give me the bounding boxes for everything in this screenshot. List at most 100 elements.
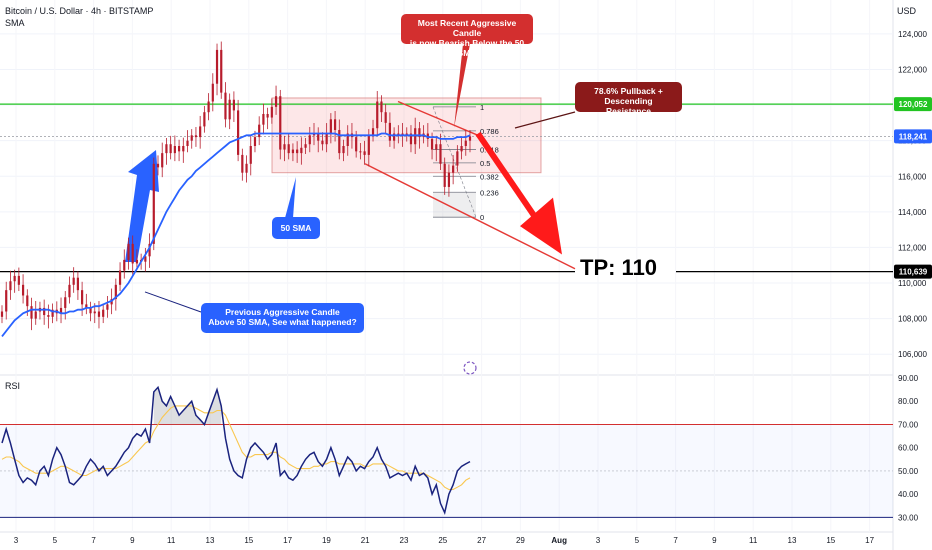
take-profit-label: TP: 110 — [580, 255, 658, 280]
fib-level-label: 1 — [480, 103, 484, 112]
rsi-tick-label: 40.00 — [898, 490, 919, 499]
candle-body — [241, 154, 244, 173]
candle-body — [414, 128, 417, 145]
candle-body — [51, 309, 54, 317]
price-tick-label: 110,000 — [898, 279, 927, 288]
candle-body — [266, 113, 269, 118]
time-tick-label: Aug — [551, 536, 567, 545]
bearish-arrow-head — [520, 197, 562, 255]
rsi-tick-label: 60.00 — [898, 444, 919, 453]
candle-body — [232, 99, 235, 111]
candle-body — [380, 101, 383, 113]
candle-body — [118, 270, 122, 285]
candle-body — [317, 133, 320, 141]
time-tick-label: 3 — [14, 536, 19, 545]
candle-body — [43, 307, 46, 316]
candle-body — [207, 101, 210, 113]
rsi-tick-label: 90.00 — [898, 374, 919, 383]
time-tick-label: 7 — [91, 536, 96, 545]
candle-body — [76, 277, 79, 291]
candle-body — [47, 315, 50, 317]
candle-body — [182, 146, 185, 152]
rsi-path — [1, 385, 471, 516]
price-label-text: 120,052 — [899, 100, 928, 109]
time-tick-label: 15 — [826, 536, 835, 545]
candle-body — [397, 133, 400, 135]
price-label-text: 110,639 — [899, 268, 928, 277]
candle-body — [13, 275, 16, 282]
candle-body — [72, 277, 75, 285]
candle-body — [300, 147, 303, 154]
currency-label[interactable]: USD — [897, 6, 917, 16]
candle-body — [169, 144, 172, 154]
candle-body — [249, 146, 252, 164]
candle-body — [85, 304, 88, 308]
price-tick-label: 122,000 — [898, 65, 927, 74]
axes: 106,000 108,000 110,000 112,000 114,000 116,0… — [14, 30, 932, 545]
candle-body — [127, 243, 130, 260]
time-tick-label: 17 — [865, 536, 874, 545]
previous-candle-callout: Previous Aggressive Candle Above 50 SMA,… — [201, 303, 364, 333]
candle-body — [418, 128, 421, 138]
candle-body — [371, 128, 375, 136]
time-tick-label: 9 — [712, 536, 717, 545]
candle-body — [93, 311, 96, 314]
previous-candle-pointer — [144, 291, 202, 313]
rsi-tick-label: 30.00 — [898, 513, 919, 522]
price-label-text: 118,241 — [899, 132, 928, 141]
candle-body — [123, 259, 126, 271]
candle-body — [388, 122, 391, 141]
candle-body — [468, 136, 472, 141]
candle-body — [274, 96, 278, 107]
candle-body — [102, 309, 105, 317]
time-tick-label: 11 — [749, 536, 758, 545]
time-tick-label: 29 — [516, 536, 525, 545]
candle-body — [17, 275, 20, 285]
candle-body — [435, 144, 438, 150]
candle-body — [194, 135, 198, 138]
candle-body — [21, 284, 25, 296]
candle-body — [131, 243, 134, 264]
candle-body — [258, 124, 261, 138]
time-tick-label: 13 — [788, 536, 797, 545]
sma-50-path — [1, 132, 471, 337]
candle-body — [68, 284, 71, 298]
rsi-tick-label: 50.00 — [898, 467, 919, 476]
candle-body — [9, 281, 12, 291]
rsi-ma-path — [1, 405, 471, 491]
recent-candle-pointer — [454, 44, 470, 128]
price-tick-label: 106,000 — [898, 350, 927, 359]
candle-body — [106, 304, 109, 310]
candle-body — [114, 284, 117, 300]
descending-resistance-line — [397, 100, 479, 136]
candle-body — [355, 137, 358, 152]
candle-body — [59, 307, 63, 314]
time-tick-label: 3 — [596, 536, 601, 545]
candle-body — [26, 295, 29, 307]
candle-body — [34, 311, 37, 319]
candle-body — [287, 144, 290, 154]
fib-level-label: 0.5 — [480, 159, 490, 168]
price-tick-label: 116,000 — [898, 172, 927, 181]
time-tick-label: 13 — [206, 536, 215, 545]
candle-body — [342, 146, 345, 154]
candle-body — [460, 146, 463, 152]
candle-body — [279, 96, 282, 150]
candle-body — [464, 140, 467, 147]
candle-body — [165, 144, 168, 154]
candle-body — [152, 163, 155, 244]
candle-body — [215, 49, 219, 84]
candle-body — [135, 259, 139, 264]
candle-body — [283, 144, 286, 150]
candle-body — [430, 138, 434, 150]
candle-body — [97, 311, 101, 317]
price-tick-label: 114,000 — [898, 208, 927, 217]
time-tick-label: 19 — [322, 536, 331, 545]
candle-body — [312, 133, 316, 136]
time-tick-label: 25 — [438, 536, 447, 545]
candle-body — [359, 151, 362, 153]
time-tick-label: 27 — [477, 536, 486, 545]
time-tick-label: 23 — [400, 536, 409, 545]
